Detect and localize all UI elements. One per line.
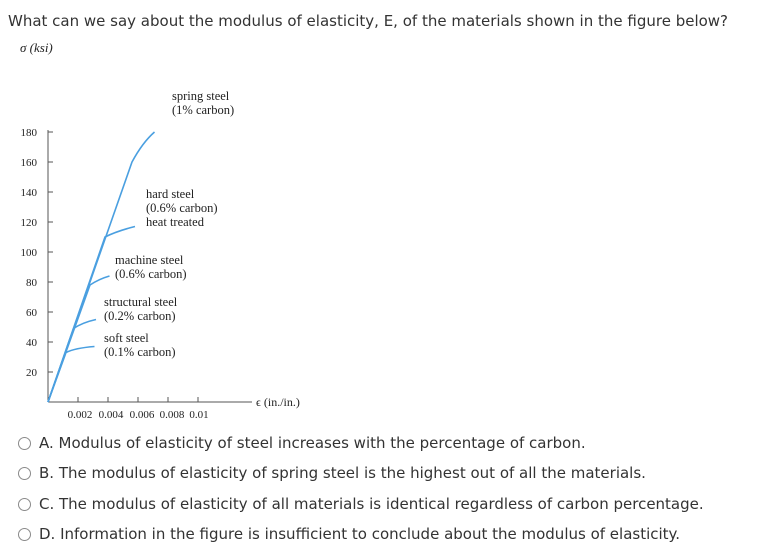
option-b-label: B. The modulus of elasticity of spring s… [39, 464, 646, 482]
x-tick-label: 0.002 [68, 409, 93, 421]
curve-1 [47, 225, 136, 403]
series-label-3: (0.2% carbon) [104, 309, 176, 323]
question-text: What can we say about the modulus of ela… [8, 12, 729, 30]
x-tick-label: 0.004 [99, 409, 124, 421]
series-label-2: machine steel [115, 253, 184, 267]
series-label-1: hard steel [146, 187, 195, 201]
series-label-2: (0.6% carbon) [115, 267, 187, 281]
x-axis-label: ϵ (in./in.) [256, 395, 300, 409]
y-axis-label: σ (ksi) [20, 40, 53, 55]
y-tick-label: 40 [26, 337, 38, 349]
option-a[interactable]: A. Modulus of elasticity of steel increa… [18, 432, 586, 454]
y-tick-label: 100 [21, 247, 38, 259]
radio-a[interactable] [18, 436, 31, 450]
y-tick-label: 120 [21, 217, 38, 229]
series-label-3: structural steel [104, 295, 178, 309]
y-tick-label: 140 [21, 187, 38, 199]
y-tick-label: 80 [26, 277, 38, 289]
option-d[interactable]: D. Information in the figure is insuffic… [18, 523, 680, 545]
x-tick-label: 0.006 [130, 409, 155, 421]
option-a-label: A. Modulus of elasticity of steel increa… [39, 434, 586, 452]
series-label-4: soft steel [104, 331, 149, 345]
radio-c[interactable] [18, 497, 31, 511]
y-tick-label: 160 [21, 157, 38, 169]
series-label-0: spring steel [172, 89, 230, 103]
curve-3 [47, 318, 97, 403]
y-tick-label: 20 [26, 367, 38, 379]
y-tick-label: 60 [26, 307, 38, 319]
radio-b[interactable] [18, 466, 31, 480]
series-label-4: (0.1% carbon) [104, 345, 176, 359]
x-tick-label: 0.008 [160, 409, 185, 421]
option-d-label: D. Information in the figure is insuffic… [39, 525, 681, 543]
stress-strain-chart: σ (ksi) 20 40 60 80 100 120 140 160 180 0.002 0.004… [20, 40, 300, 421]
option-c[interactable]: C. The modulus of elasticity of all mate… [18, 493, 704, 515]
curve-2 [47, 275, 110, 403]
x-tick-label: 0.01 [189, 409, 208, 421]
option-c-label: C. The modulus of elasticity of all mate… [39, 495, 704, 513]
y-tick-label: 180 [21, 127, 38, 139]
series-label-1: heat treated [146, 215, 205, 229]
curve-0 [47, 131, 156, 403]
series-label-0: (1% carbon) [172, 103, 234, 117]
radio-d[interactable] [18, 527, 31, 541]
option-b[interactable]: B. The modulus of elasticity of spring s… [18, 462, 646, 484]
series-label-1: (0.6% carbon) [146, 201, 218, 215]
curve-4 [47, 345, 95, 403]
